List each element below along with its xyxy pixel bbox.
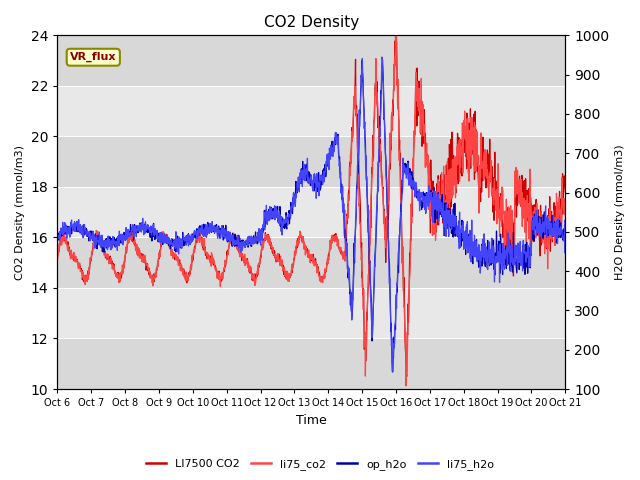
- Bar: [58, 86, 565, 136]
- Bar: [58, 238, 565, 288]
- Legend: LI7500 CO2, li75_co2, op_h2o, li75_h2o: LI7500 CO2, li75_co2, op_h2o, li75_h2o: [142, 455, 498, 474]
- X-axis label: Time: Time: [296, 414, 326, 427]
- Bar: [58, 338, 565, 389]
- Bar: [58, 136, 565, 187]
- Title: CO2 Density: CO2 Density: [264, 15, 359, 30]
- Bar: [58, 36, 565, 86]
- Y-axis label: H2O Density (mmol/m3): H2O Density (mmol/m3): [615, 144, 625, 280]
- Y-axis label: CO2 Density (mmol/m3): CO2 Density (mmol/m3): [15, 144, 25, 280]
- Bar: [58, 288, 565, 338]
- Bar: [58, 187, 565, 238]
- Text: VR_flux: VR_flux: [70, 52, 116, 62]
